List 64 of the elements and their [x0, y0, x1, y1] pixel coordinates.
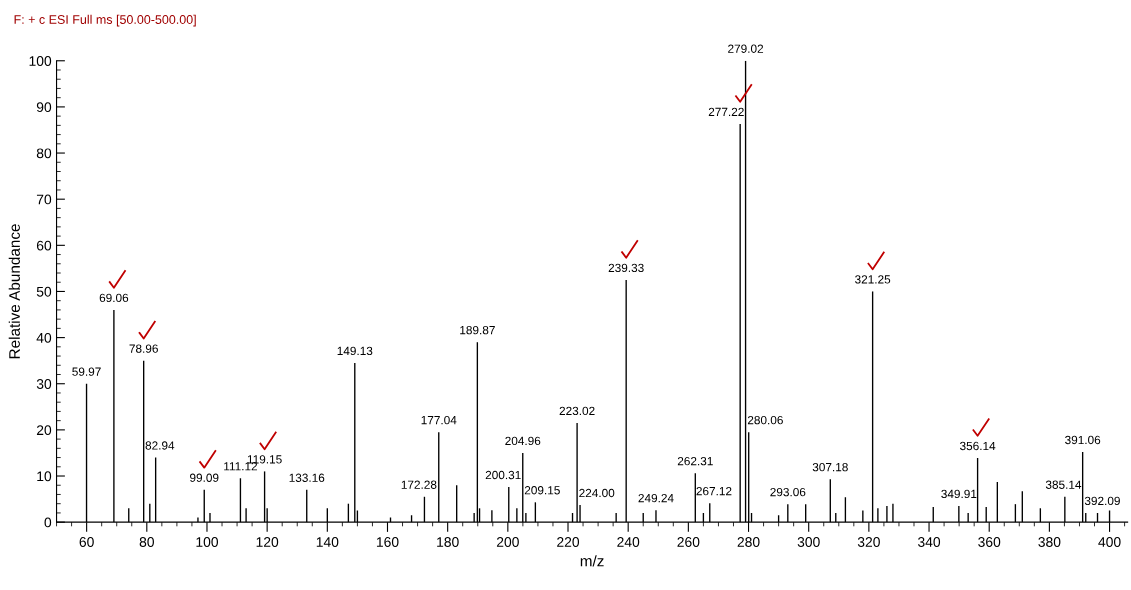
y-tick-label: 40 — [36, 332, 52, 343]
x-tick-label: 340 — [917, 537, 941, 547]
x-tick-label: 60 — [79, 537, 94, 547]
x-tick-label: 400 — [1098, 537, 1121, 547]
annotation: 133.16 — [289, 473, 325, 482]
x-tick-label: 380 — [1038, 537, 1061, 547]
x-tick-label: 240 — [617, 537, 640, 547]
annotation: 200.31 — [485, 470, 521, 480]
annotation: 204.96 — [505, 436, 541, 446]
annotation: 249.24 — [638, 493, 674, 503]
x-tick-label: 300 — [797, 537, 820, 547]
x-axis-title: m/z — [580, 555, 604, 567]
annotation: 82.94 — [145, 441, 175, 450]
y-tick-label: 90 — [36, 102, 52, 113]
annotation: 385.14 — [1045, 480, 1082, 489]
x-tick-label: 140 — [316, 537, 339, 547]
x-tick-label: 360 — [978, 537, 1001, 547]
y-axis-title: Relative Abundance — [8, 224, 20, 359]
annotation: 119.15 — [247, 455, 282, 464]
x-tick-label: 120 — [256, 537, 279, 547]
y-tick-label: 0 — [44, 517, 52, 528]
x-tick-label: 320 — [857, 537, 880, 547]
annotation: 307.18 — [812, 462, 848, 472]
annotation: 78.96 — [129, 344, 158, 353]
annotation: 293.06 — [770, 487, 806, 497]
annotation: 267.12 — [696, 486, 732, 496]
x-tick-label: 260 — [677, 537, 700, 547]
y-tick-label: 30 — [36, 379, 52, 389]
annotation: 277.22 — [708, 107, 744, 116]
annotation: 223.02 — [559, 406, 595, 416]
annotation: 279.02 — [728, 44, 764, 53]
annotation: 392.09 — [1084, 496, 1120, 506]
chart-title: F: + c ESI Full ms [50.00-500.00] — [14, 14, 196, 27]
annotation: 262.31 — [677, 456, 713, 466]
annotation: 69.06 — [99, 293, 129, 303]
y-tick-label: 100 — [29, 56, 52, 66]
annotation: 111.12 — [224, 462, 258, 471]
annotation: 239.33 — [608, 263, 644, 273]
annotation: 59.97 — [72, 367, 101, 376]
annotation: 321.25 — [855, 275, 891, 284]
annotation: 189.87 — [460, 325, 495, 335]
annotation: 209.15 — [524, 486, 560, 495]
annotation: 177.04 — [421, 415, 457, 425]
x-tick-label: 280 — [737, 537, 760, 547]
annotation: 391.06 — [1065, 435, 1101, 445]
x-tick-label: 80 — [139, 537, 154, 547]
y-tick-label: 60 — [36, 240, 52, 251]
y-tick-label: 80 — [36, 148, 52, 159]
annotation: 99.09 — [190, 473, 219, 482]
annotation: 224.00 — [579, 488, 615, 498]
annotation: 356.14 — [960, 441, 996, 451]
y-tick-label: 20 — [36, 425, 52, 436]
x-tick-label: 100 — [196, 537, 219, 547]
y-tick-label: 10 — [37, 471, 52, 482]
annotation: 172.28 — [401, 480, 437, 489]
x-tick-label: 180 — [437, 537, 459, 547]
x-tick-label: 160 — [376, 537, 399, 547]
y-tick-label: 70 — [36, 194, 52, 205]
annotation: 349.91 — [941, 489, 977, 499]
y-tick-label: 50 — [36, 286, 52, 297]
annotation: 149.13 — [337, 346, 373, 356]
x-tick-label: 220 — [557, 537, 580, 547]
x-tick-label: 200 — [496, 537, 519, 547]
annotation: 280.06 — [747, 415, 783, 425]
